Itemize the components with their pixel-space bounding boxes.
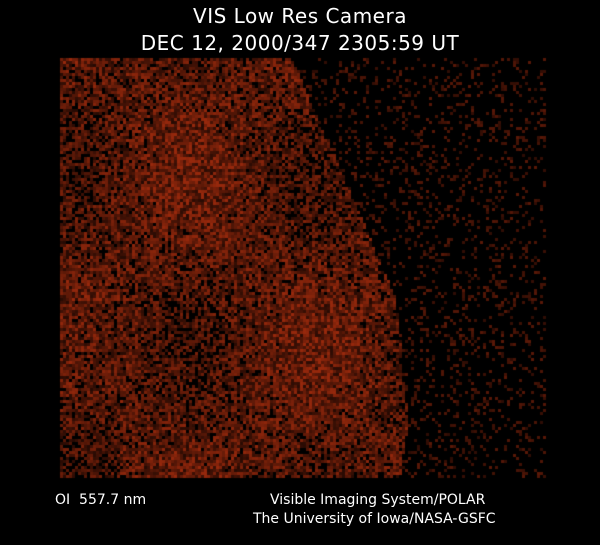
- image-timestamp: DEC 12, 2000/347 2305:59 UT: [140, 31, 460, 55]
- wavelength-label: OI 557.7 nm: [55, 492, 147, 508]
- credit-line-2: The University of Iowa/NASA-GSFC: [253, 511, 496, 527]
- image-title: VIS Low Res Camera: [193, 4, 407, 28]
- credit-line-1: Visible Imaging System/POLAR: [270, 492, 486, 508]
